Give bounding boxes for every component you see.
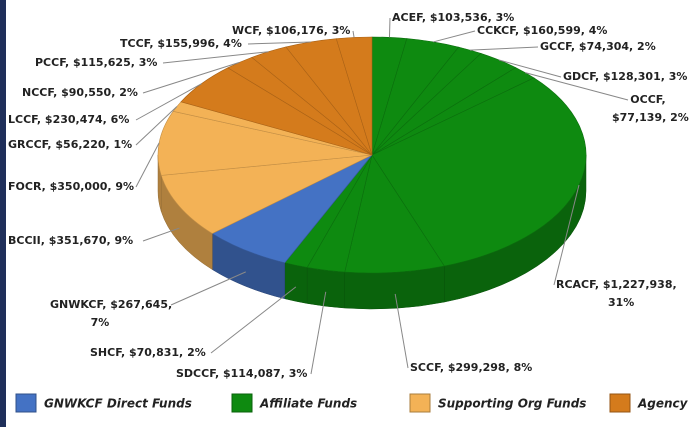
pie-slice bbox=[157, 111, 373, 176]
leader-line bbox=[162, 51, 269, 64]
pie-side bbox=[284, 262, 308, 304]
data-label: ACEF, $103,536, 3% bbox=[392, 11, 514, 24]
legend-swatch bbox=[231, 393, 253, 413]
legend-label: Affiliate Funds bbox=[259, 397, 357, 411]
data-label: GCCF, $74,304, 2% bbox=[540, 40, 656, 53]
frame-edge bbox=[0, 0, 6, 427]
pie-slice bbox=[160, 154, 373, 234]
data-label: TCCF, $155,996, 4% bbox=[120, 37, 242, 50]
leader-line bbox=[142, 227, 180, 242]
data-label: $77,139, 2% bbox=[612, 111, 689, 124]
leader-line bbox=[135, 83, 202, 121]
data-label: WCF, $106,176, 3% bbox=[232, 24, 350, 37]
data-label: SHCF, $70,831, 2% bbox=[90, 346, 206, 359]
pie-slice bbox=[335, 36, 373, 156]
data-label: FOCR, $350,000, 9% bbox=[8, 180, 134, 193]
leader-line bbox=[553, 184, 580, 286]
data-label: CCKCF, $160,599, 4% bbox=[477, 24, 607, 37]
data-label: BCCII, $351,670, 9% bbox=[8, 234, 133, 247]
pie-slice bbox=[344, 154, 445, 274]
leader-line bbox=[310, 291, 327, 375]
legend-swatch bbox=[15, 393, 37, 413]
leader-line bbox=[394, 293, 409, 369]
legend-label: GNWKCF Direct Funds bbox=[44, 397, 192, 411]
data-label: 7% bbox=[91, 316, 110, 329]
data-label: LCCF, $230,474, 6% bbox=[8, 113, 129, 126]
leader-line bbox=[498, 59, 562, 78]
legend-swatch bbox=[609, 393, 631, 413]
data-label: RCACF, $1,227,938, bbox=[556, 278, 677, 291]
leader-line bbox=[142, 61, 240, 94]
leader-line bbox=[388, 17, 391, 38]
data-label: GNWKCF, $267,645, bbox=[50, 298, 172, 311]
legend-label: Agency Funds bbox=[637, 397, 689, 411]
leader-line bbox=[210, 286, 297, 354]
data-label: 31% bbox=[608, 296, 634, 309]
data-label: GDCF, $128,301, 3% bbox=[563, 70, 687, 83]
leader-line bbox=[170, 271, 246, 306]
leader-line bbox=[469, 46, 539, 51]
leader-line bbox=[135, 142, 160, 188]
leader-line bbox=[135, 106, 178, 146]
leader-line bbox=[247, 41, 311, 45]
data-label: OCCF, bbox=[630, 93, 665, 106]
leader-line bbox=[525, 72, 629, 101]
leader-line bbox=[433, 30, 476, 43]
data-label: SCCF, $299,298, 8% bbox=[410, 361, 532, 374]
leader-line bbox=[352, 30, 355, 38]
pie-side bbox=[306, 267, 345, 309]
legend-swatch bbox=[409, 393, 431, 413]
data-label: GRCCF, $56,220, 1% bbox=[8, 138, 132, 151]
legend-label: Supporting Org Funds bbox=[438, 397, 586, 411]
data-label: NCCF, $90,550, 2% bbox=[22, 86, 138, 99]
data-label: SDCCF, $114,087, 3% bbox=[176, 367, 307, 380]
data-label: PCCF, $115,625, 3% bbox=[35, 56, 157, 69]
